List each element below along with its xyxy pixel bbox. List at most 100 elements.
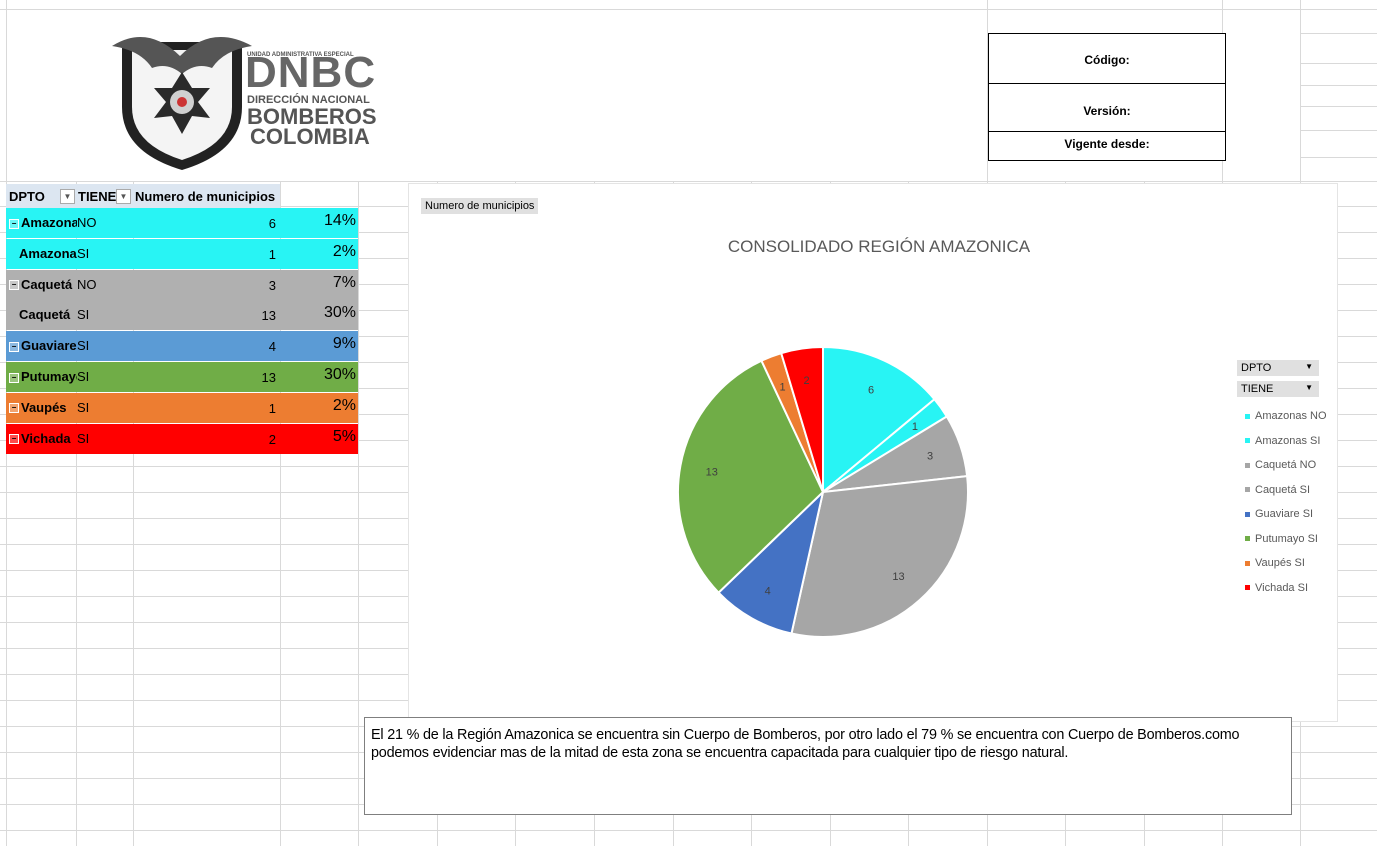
legend-item[interactable]: Caquetá SI [1245, 484, 1310, 496]
pie-data-label: 3 [927, 450, 933, 462]
grid-col-line [6, 181, 7, 846]
num-cell: 3 [268, 277, 276, 293]
document-info-box: Código: Versión: Vigente desde: [988, 33, 1226, 161]
dpto-text: Putumayo [21, 369, 77, 384]
num-cell: 13 [261, 308, 276, 324]
pie-data-label: 4 [765, 586, 771, 598]
legend-item[interactable]: Caquetá NO [1245, 459, 1316, 471]
pie-data-label: 13 [892, 571, 904, 583]
pct-cell: 7% [332, 273, 356, 291]
pct-cell: 2% [332, 242, 356, 260]
legend-item[interactable]: Guaviare SI [1245, 508, 1313, 520]
num-cell: 6 [268, 216, 276, 231]
legend-swatch [1245, 438, 1250, 444]
dpto-text: Guaviare [21, 338, 77, 354]
legend-label: Vaupés SI [1255, 557, 1305, 569]
collapse-icon[interactable]: − [9, 403, 19, 414]
legend-label: Vichada SI [1255, 581, 1309, 594]
legend-item[interactable]: Vaupés SI [1245, 557, 1305, 569]
dpto-cell: − Caquetá [9, 277, 77, 292]
dpto-cell: − Guaviare [9, 338, 77, 353]
tiene-cell: SI [77, 430, 90, 446]
codigo-label: Código: [1084, 53, 1130, 67]
legend-label: Putumayo SI [1255, 532, 1318, 545]
dpto-header: DPTO [9, 189, 45, 204]
legend-label: Caquetá SI [1255, 483, 1311, 496]
version-label: Versión: [1083, 104, 1131, 118]
pie-slice[interactable] [822, 345, 936, 495]
chart-title: CONSOLIDADO REGIÓN AMAZONICA [727, 237, 1031, 256]
pie-chart[interactable]: Numero de municipios CONSOLIDADO REGIÓN … [408, 183, 1338, 722]
tiene-header: TIENE [78, 189, 117, 204]
pie-slice[interactable] [790, 475, 969, 638]
vigente-label: Vigente desde: [1064, 137, 1150, 151]
divider [989, 83, 1225, 84]
pie-slice[interactable] [779, 345, 824, 493]
legend-swatch [1245, 487, 1250, 493]
chevron-down-icon: ▼ [1305, 383, 1313, 392]
legend-swatch [1245, 585, 1250, 591]
legend-tiene-field-button[interactable]: TIENE ▼ [1237, 381, 1319, 397]
tiene-cell: SI [77, 399, 90, 415]
legend-item[interactable]: Amazonas SI [1245, 435, 1320, 447]
collapse-icon[interactable]: − [9, 341, 19, 352]
pie-data-label: 1 [912, 421, 918, 433]
legend-swatch [1245, 536, 1250, 542]
grid-col-line [358, 181, 359, 846]
dpto-filter-button[interactable]: ▼ [60, 189, 75, 204]
legend-dpto-label: DPTO [1241, 362, 1272, 374]
dpto-text: Vaupés [21, 399, 67, 415]
num-cell: 13 [261, 370, 276, 385]
grid-row-line [1300, 106, 1377, 107]
num-cell: 1 [268, 246, 276, 262]
grid-col-line [987, 0, 988, 181]
collapse-icon[interactable]: − [9, 372, 19, 383]
summary-text: El 21 % de la Región Amazonica se encuen… [371, 727, 1240, 761]
legend-item[interactable]: Amazonas NO [1245, 410, 1327, 422]
grid-row-line [1300, 85, 1377, 86]
grid-col-line [76, 181, 77, 846]
logo-line4: BOMBEROS [247, 104, 377, 129]
collapse-icon[interactable]: − [9, 434, 19, 445]
pie-data-label: 6 [868, 385, 874, 397]
tiene-cell: NO [77, 276, 97, 292]
dpto-cell: − Vaupés [9, 400, 77, 415]
dpto-text: Caquetá [19, 307, 71, 323]
summary-textbox[interactable]: El 21 % de la Región Amazonica se encuen… [364, 717, 1292, 815]
legend-label: Caquetá NO [1255, 459, 1317, 471]
chevron-down-icon: ▼ [1305, 362, 1313, 371]
pct-cell: 14% [323, 212, 356, 229]
legend-swatch [1245, 462, 1250, 468]
pie-slice[interactable] [677, 359, 825, 595]
dpto-text: Amazonas [19, 245, 77, 261]
pivot-header: DPTO ▼ TIENE ▼ Numero de municipios [6, 184, 280, 208]
legend-dpto-field-button[interactable]: DPTO ▼ [1237, 360, 1319, 376]
grid-row-line [0, 9, 1377, 10]
shield-emblem-icon [112, 37, 252, 170]
collapse-icon[interactable]: − [9, 280, 19, 291]
grid-row-line [1300, 130, 1377, 131]
legend-item[interactable]: Vichada SI [1245, 582, 1308, 594]
tiene-filter-button[interactable]: ▼ [116, 189, 131, 204]
pct-cell: 5% [332, 427, 356, 445]
dpto-cell: Amazonas [19, 246, 77, 261]
logo-acronym: DNBC [245, 48, 377, 97]
pivot-row: − Vaupés SI 1 2% [6, 392, 358, 423]
pivot-row: Caquetá SI 13 30% [6, 300, 358, 331]
num-cell: 4 [268, 339, 276, 355]
dpto-text: Amazonas [21, 215, 77, 230]
dpto-cell: −Putumayo [9, 369, 77, 384]
dpto-cell: −Amazonas [9, 215, 77, 230]
dpto-text: Caquetá [21, 276, 73, 292]
grid-row-line [1300, 33, 1377, 34]
pie-slice[interactable] [717, 488, 825, 635]
pct-cell: 9% [332, 335, 356, 353]
legend-item[interactable]: Putumayo SI [1245, 533, 1318, 545]
tiene-cell: SI [77, 307, 90, 323]
collapse-icon[interactable]: − [9, 218, 19, 229]
chart-value-field-button[interactable]: Numero de municipios [421, 198, 539, 214]
grid-row-line [0, 181, 1377, 182]
legend-label: Amazonas NO [1255, 410, 1327, 422]
